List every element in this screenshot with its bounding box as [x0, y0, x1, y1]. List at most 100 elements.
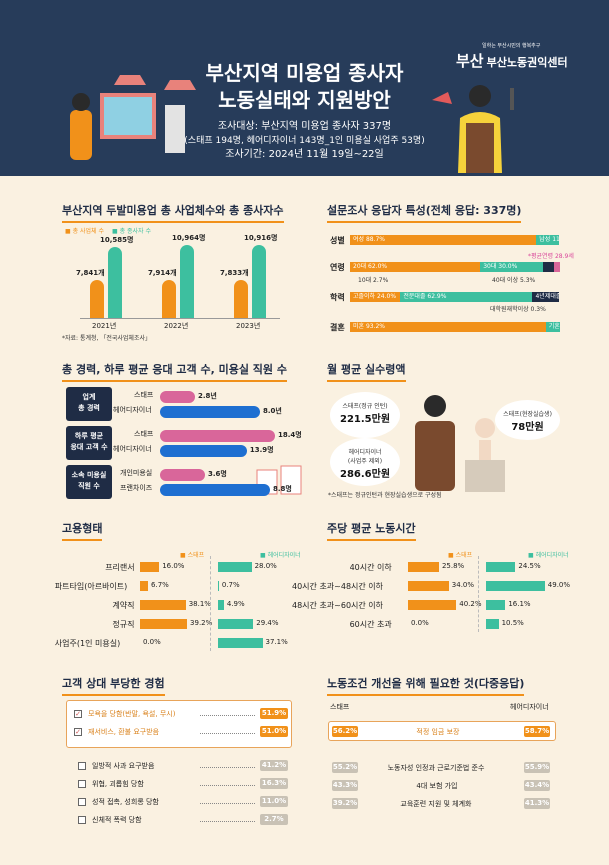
wage-bubble: 헤어디자이너 (사업주 제외) 286.6만원: [330, 438, 400, 486]
category-label: 계약직: [112, 601, 135, 610]
value-label: 16.1%: [508, 600, 531, 608]
lamp-icon: [164, 80, 196, 90]
bar-0-2: [234, 280, 248, 318]
category-label: 48시간 초과~60시간 이하: [292, 601, 384, 610]
survey-period: 조사기간: 2024년 11월 19일~22일: [225, 149, 384, 160]
org-brand: 일하는 부산시민의 행복추구 부산 부산노동권익센터: [456, 42, 568, 71]
category-label: 40시간 초과~48시간 이하: [292, 582, 384, 591]
row-name: 개인미용실: [120, 469, 153, 477]
value-badge: 51.9%: [260, 708, 288, 719]
value-label: 38.1%: [188, 600, 211, 608]
salon-right-illustration: [432, 85, 514, 173]
item-label: 모욕을 당함(반말, 욕설, 무시): [88, 710, 176, 718]
wage-bubble: 스태프(정규 인턴) 221.5만원: [330, 392, 400, 438]
bar-0: [408, 581, 449, 591]
value-label: 3.6명: [208, 470, 227, 478]
bar-0: [140, 600, 186, 610]
stylist-head-icon: [424, 395, 446, 417]
row-name: 스태프: [134, 430, 154, 438]
org-name: 부산노동권익센터: [486, 56, 568, 69]
row-name: 헤어디자이너: [113, 406, 152, 414]
value-label: 0.0%: [143, 638, 161, 646]
career-bar: [160, 406, 260, 418]
x-axis: [80, 318, 280, 319]
stylist-icon: [70, 110, 92, 160]
note: 40대 이상 5.3%: [492, 277, 536, 284]
bar-label: 7,914개: [148, 269, 177, 277]
bar-0-1: [162, 280, 176, 318]
segment: 20대 62.0%: [350, 262, 481, 272]
product-shelf-icon: [165, 105, 185, 153]
divider: [478, 556, 479, 632]
checkbox-icon: ✓: [74, 710, 82, 718]
value-label: 8.0년: [263, 407, 282, 415]
segment: 미혼 93.2%: [350, 322, 546, 332]
stylist-head-icon: [469, 85, 491, 107]
segment: 여성 88.7%: [350, 235, 537, 245]
value-badge: 41.2%: [260, 760, 288, 771]
leader-line: [200, 715, 255, 716]
bar-1: [486, 562, 516, 572]
wage-label: 스태프(현장실습생): [503, 411, 552, 418]
group-label-line: 업계: [82, 393, 96, 401]
bar-1-2: [252, 245, 266, 318]
item-label: 성적 접촉, 성희롱 당함: [92, 798, 159, 806]
header-banner: [0, 0, 609, 176]
section-title-unfair: 고객 상대 부당한 경험: [62, 675, 165, 696]
career-bar: [160, 430, 275, 442]
value-label: 4.9%: [226, 600, 245, 608]
x-tick-label: 2022년: [164, 322, 189, 330]
legend-workers: ■ 총 종사자 수: [112, 228, 151, 235]
category-label: 사업주(1인 미용실): [54, 639, 121, 648]
hair-dryer-icon: [432, 92, 452, 104]
value-label: 0.7%: [221, 581, 240, 589]
bar-1-1: [180, 244, 194, 318]
checkbox-icon: [78, 816, 86, 824]
bar-label: 10,964명: [172, 233, 206, 242]
chart-note: *자료: 통계청, 「전국사업체조사」: [62, 335, 151, 342]
value-label: 40.2%: [459, 600, 482, 608]
bar-0: [408, 562, 439, 572]
bar-label: 10,916명: [244, 234, 278, 243]
value-label: 13.9명: [249, 446, 274, 454]
title-line2: 노동실태와 지원방안: [218, 88, 391, 112]
salon-left-illustration: [70, 75, 196, 160]
designer-value: 41.3%: [524, 798, 550, 809]
bar-1: [486, 581, 545, 591]
legend-business: ■ 총 사업체 수: [65, 228, 104, 235]
item-label: 재서비스, 환불 요구받음: [88, 728, 160, 736]
checkbox-icon: ✓: [74, 728, 82, 736]
bar-0: [140, 581, 149, 591]
x-tick-label: 2021년: [92, 322, 117, 330]
value-label: 39.2%: [190, 619, 213, 627]
bar-1: [486, 619, 499, 629]
category-label: 정규직: [112, 620, 135, 629]
apron-icon: [466, 123, 494, 173]
career-bar: [160, 445, 247, 457]
value-label: 8.8명: [273, 485, 292, 493]
wage-label: (사업주 제외): [347, 458, 383, 465]
leader-line: [200, 785, 255, 786]
value-label: 25.8%: [441, 562, 465, 570]
wage-value: 286.6만원: [339, 469, 391, 480]
group-label: 업계 총 경력: [66, 387, 112, 421]
leader-line: [200, 803, 255, 804]
group-label-line: 응대 고객 수: [70, 443, 108, 451]
bar-0: [408, 600, 457, 610]
segment: [554, 262, 560, 272]
section-title-career: 총 경력, 하루 평균 응대 고객 수, 미용실 직원 수: [62, 361, 287, 382]
row-label: 성별: [330, 236, 345, 245]
segment: 4년제대졸 12.8%: [532, 292, 560, 302]
career-bar: [160, 391, 195, 403]
section-title-improve: 노동조건 개선을 위해 필요한 것(다중응답): [327, 675, 525, 696]
org-logo: 부산: [456, 52, 484, 70]
value-badge: 11.0%: [260, 796, 288, 807]
staff-value: 55.2%: [332, 762, 358, 773]
staff-value: 43.3%: [332, 780, 358, 791]
mannequin-head-icon: [475, 418, 495, 438]
checkbox-icon: [78, 780, 86, 788]
x-tick-label: 2023년: [236, 322, 261, 330]
row-label: 결혼: [330, 323, 345, 332]
wage-illustration: [415, 395, 505, 492]
item-label: 노동자성 인정과 근로기준법 준수: [387, 764, 485, 772]
